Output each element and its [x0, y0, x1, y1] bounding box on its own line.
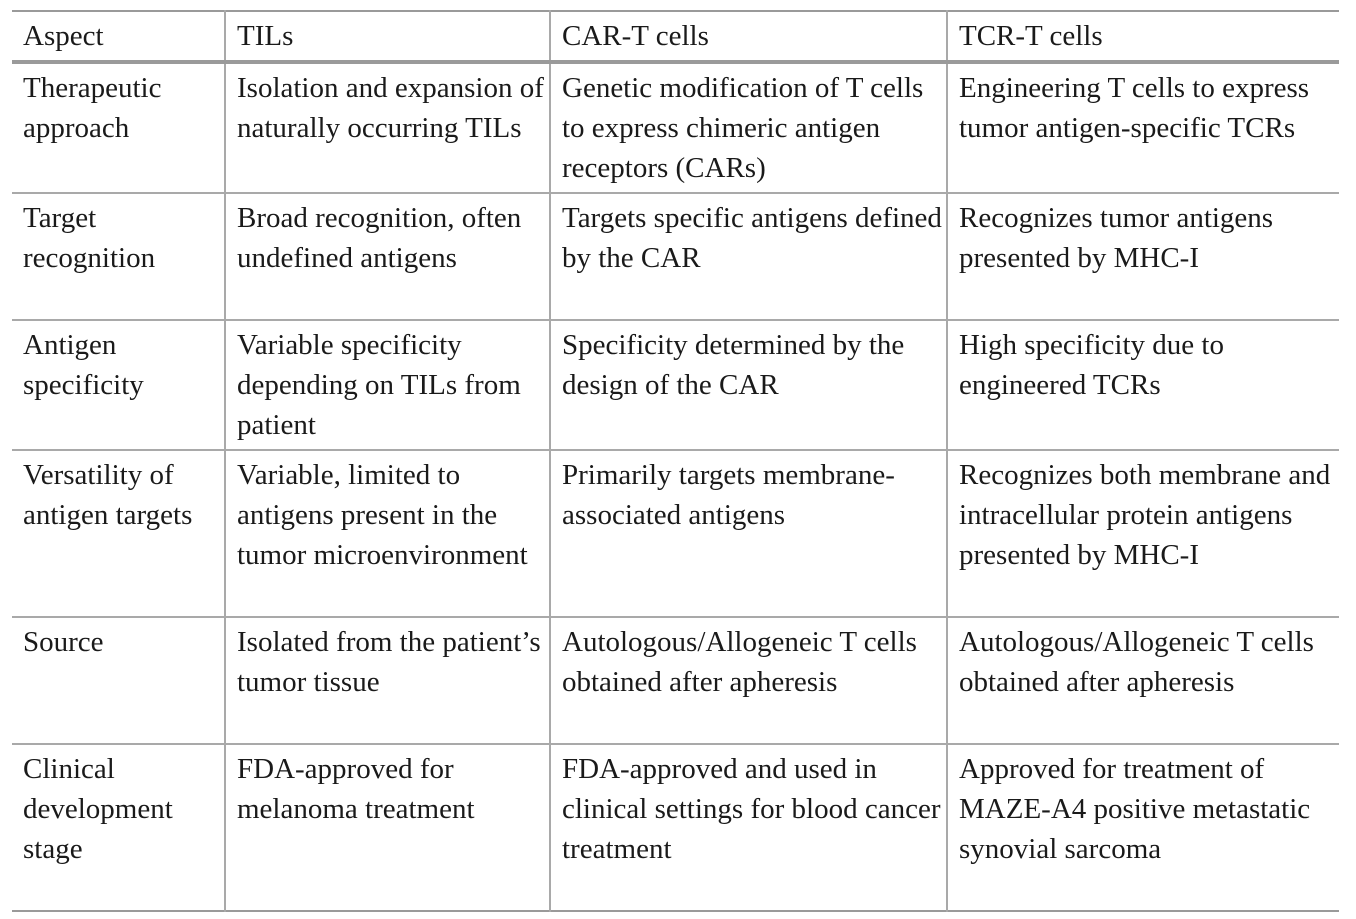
- car-t-cell: Genetic modification of T cells to expre…: [549, 62, 947, 193]
- table-header: Aspect TILs CAR-T cells TCR-T cells: [12, 11, 1339, 62]
- tcr-t-cell: Engineering T cells to express tumor ant…: [946, 62, 1339, 193]
- row-label: Target recognition: [23, 202, 156, 274]
- header-row: Aspect TILs CAR-T cells TCR-T cells: [12, 11, 1339, 62]
- car-t-cell: Specificity determined by the design of …: [549, 320, 947, 450]
- tcr-t-cell: High specificity due to engineered TCRs: [946, 320, 1339, 450]
- tcr-t-cell: Approved for treatment of MAZE-A4 positi…: [946, 744, 1339, 911]
- tils-cell: Variable, limited to antigens present in…: [224, 450, 550, 617]
- row-label: Versatility of antigen targets: [23, 459, 193, 531]
- table-row: Antigen specificity Variable specificity…: [12, 320, 1339, 450]
- car-t-cell: Targets specific antigens defined by the…: [549, 193, 947, 320]
- tils-cell: FDA-approved for melanoma treatment: [224, 744, 550, 911]
- table-row: Source Isolated from the patient’s tumor…: [12, 617, 1339, 744]
- header-tils: TILs: [224, 11, 550, 62]
- row-label: Source: [23, 626, 104, 658]
- table-row: Target recognition Broad recognition, of…: [12, 193, 1339, 320]
- row-label: Antigen specificity: [23, 329, 144, 401]
- header-car-t: CAR-T cells: [549, 11, 947, 62]
- car-t-cell: Primarily targets membrane-associated an…: [549, 450, 947, 617]
- car-t-cell: FDA-approved and used in clinical settin…: [549, 744, 947, 911]
- tcr-t-cell: Autologous/Allogeneic T cells obtained a…: [946, 617, 1339, 744]
- tils-cell: Isolated from the patient’s tumor tissue: [224, 617, 550, 744]
- tcr-t-cell: Recognizes both membrane and intracellul…: [946, 450, 1339, 617]
- comparison-table: Aspect TILs CAR-T cells TCR-T cells Ther…: [12, 10, 1339, 912]
- tils-cell: Broad recognition, often undefined antig…: [224, 193, 550, 320]
- table-body: Therapeutic approach Isolation and expan…: [12, 62, 1339, 911]
- header-aspect: Aspect: [23, 20, 104, 52]
- tils-cell: Isolation and expansion of naturally occ…: [224, 62, 550, 193]
- table-row: Therapeutic approach Isolation and expan…: [12, 62, 1339, 193]
- tils-cell: Variable specificity depending on TILs f…: [224, 320, 550, 450]
- table-row: Clinical development stage FDA-approved …: [12, 744, 1339, 911]
- row-label: Clinical development stage: [23, 753, 173, 865]
- tcr-t-cell: Recognizes tumor antigens presented by M…: [946, 193, 1339, 320]
- table-row: Versatility of antigen targets Variable,…: [12, 450, 1339, 617]
- car-t-cell: Autologous/Allogeneic T cells obtained a…: [549, 617, 947, 744]
- header-tcr-t: TCR-T cells: [946, 11, 1339, 62]
- row-label: Therapeutic approach: [23, 72, 162, 144]
